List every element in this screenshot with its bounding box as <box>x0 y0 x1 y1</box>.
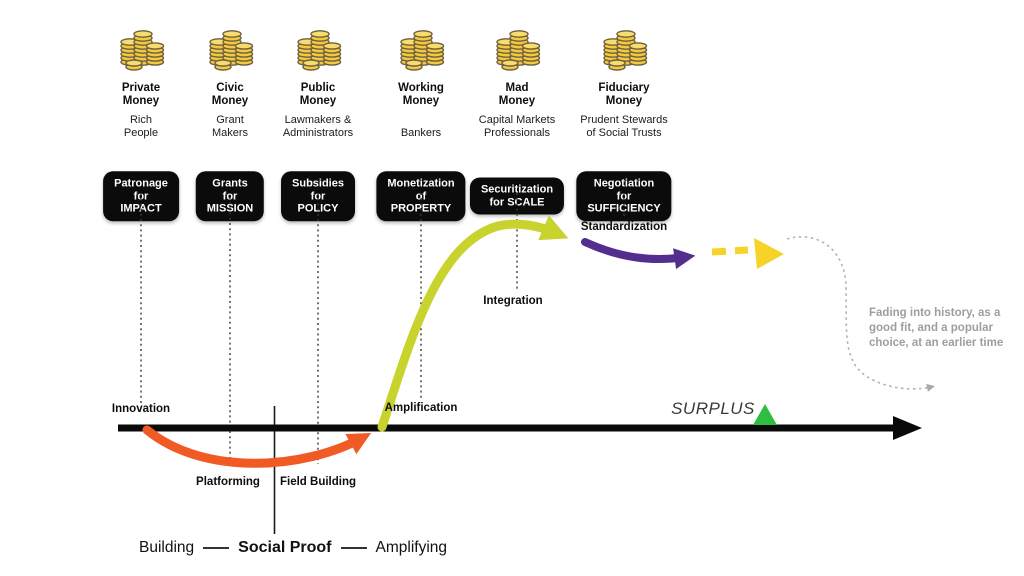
money-name: Mad Money <box>498 82 536 107</box>
purple-curve <box>581 238 696 270</box>
label-amplification: Amplification <box>384 402 458 414</box>
phase-legend: Building Social Proof Amplifying <box>139 539 447 557</box>
strategy-pill: Grants for MISSION <box>195 171 265 221</box>
money-name: Fiduciary Money <box>598 82 650 107</box>
coin-stack-icon <box>558 26 690 72</box>
money-people: Prudent Stewards of Social Trusts <box>580 114 668 139</box>
money-people: Rich People <box>123 114 159 139</box>
fading-note: Fading into history, as a good fit, and … <box>869 307 1004 349</box>
money-people: Bankers <box>400 126 442 139</box>
legend-dash-icon <box>340 547 367 549</box>
label-field-building: Field Building <box>279 476 357 488</box>
phase-building-label: Building <box>139 539 195 556</box>
strategy-pill: Patronage for IMPACT <box>103 171 179 221</box>
orange-curve <box>142 425 372 468</box>
chartreuse-curve <box>377 215 569 432</box>
label-standardization: Standardization <box>580 221 668 233</box>
yellow-dashed-line <box>711 246 749 256</box>
strategy-pill: Subsidies for POLICY <box>281 171 355 221</box>
phase-amplifying-label: Amplifying <box>375 539 448 556</box>
money-name: Public Money <box>299 82 337 107</box>
money-people: Lawmakers & Administrators <box>282 114 354 139</box>
strategy-pill: Securitization for SCALE <box>469 177 565 215</box>
surplus-label: SURPLUS <box>671 399 755 418</box>
label-platforming: Platforming <box>196 476 260 488</box>
money-name: Private Money <box>121 82 161 107</box>
label-integration: Integration <box>483 295 543 307</box>
money-people: Grant Makers <box>211 114 249 139</box>
money-name: Working Money <box>398 82 444 107</box>
pill-drop-lines <box>140 193 625 464</box>
legend-dash-icon <box>203 547 230 549</box>
money-people: Capital Markets Professionals <box>478 114 556 139</box>
surplus-triangle-icon <box>753 404 777 425</box>
label-innovation: Innovation <box>111 403 171 415</box>
strategy-pill: Negotiation for SUFFICIENCY <box>576 171 672 221</box>
axis-arrowhead-icon <box>893 416 922 440</box>
phase-social-proof-label: Social Proof <box>238 539 332 556</box>
yellow-arrowhead-icon <box>754 238 784 269</box>
column-fiduciary-money: Fiduciary Money Prudent Stewards of Soci… <box>558 26 690 221</box>
money-name: Civic Money <box>211 82 249 107</box>
strategy-pill: Monetization of PROPERTY <box>376 171 466 221</box>
